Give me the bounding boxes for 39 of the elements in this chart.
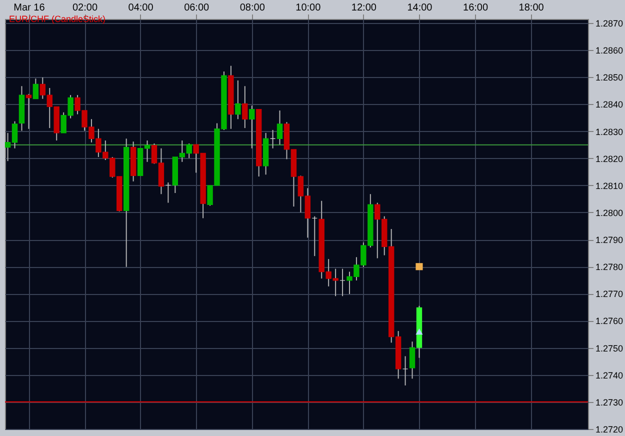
y-tick-label: 1.2820 bbox=[596, 154, 624, 164]
x-tick-label: Mar 16 bbox=[14, 2, 46, 14]
y-tick-label: 1.2830 bbox=[596, 126, 624, 137]
y-tick-label: 1.2860 bbox=[596, 46, 624, 56]
candlestick bbox=[402, 356, 408, 386]
candlestick bbox=[276, 110, 283, 146]
y-tick-label: 1.2760 bbox=[596, 316, 624, 326]
y-tick-label: 1.2770 bbox=[596, 289, 624, 300]
x-tick-label: 08:00 bbox=[240, 2, 266, 14]
x-tick-label: 06:00 bbox=[184, 2, 210, 14]
candlestick bbox=[235, 80, 241, 120]
y-tick-label: 1.2720 bbox=[596, 424, 624, 434]
y-tick-label: 1.2740 bbox=[596, 370, 624, 380]
y-tick-label: 1.2730 bbox=[596, 397, 624, 408]
x-tick-label: 16:00 bbox=[463, 2, 488, 14]
x-tick-label: 04:00 bbox=[128, 2, 154, 14]
candlestick bbox=[249, 105, 255, 149]
candlestick bbox=[26, 93, 32, 130]
candlestick bbox=[270, 129, 276, 149]
y-tick-label: 1.2870 bbox=[596, 18, 624, 29]
candlestick bbox=[312, 216, 318, 257]
y-tick-label: 1.2850 bbox=[596, 72, 624, 83]
x-tick-label: 10:00 bbox=[296, 2, 322, 14]
candlestick bbox=[242, 86, 248, 129]
x-tick-label: 12:00 bbox=[351, 2, 377, 14]
candlestick bbox=[165, 182, 172, 204]
candlestick bbox=[32, 78, 39, 100]
candlestick bbox=[340, 268, 346, 297]
y-tick-label: 1.2800 bbox=[596, 208, 624, 218]
y-tick-label: 1.2780 bbox=[596, 262, 624, 272]
x-tick-label: 18:00 bbox=[518, 2, 544, 14]
chart-title: EUR/CHF (CandleStick) bbox=[9, 14, 106, 24]
y-tick-label: 1.2810 bbox=[596, 180, 624, 191]
y-tick-label: 1.2790 bbox=[596, 235, 624, 246]
y-tick-label: 1.2750 bbox=[596, 343, 624, 354]
x-tick-label: 02:00 bbox=[72, 2, 98, 14]
candlestick bbox=[409, 341, 416, 380]
y-tick-label: 1.2840 bbox=[596, 100, 624, 110]
x-tick-label: 14:00 bbox=[407, 2, 433, 14]
